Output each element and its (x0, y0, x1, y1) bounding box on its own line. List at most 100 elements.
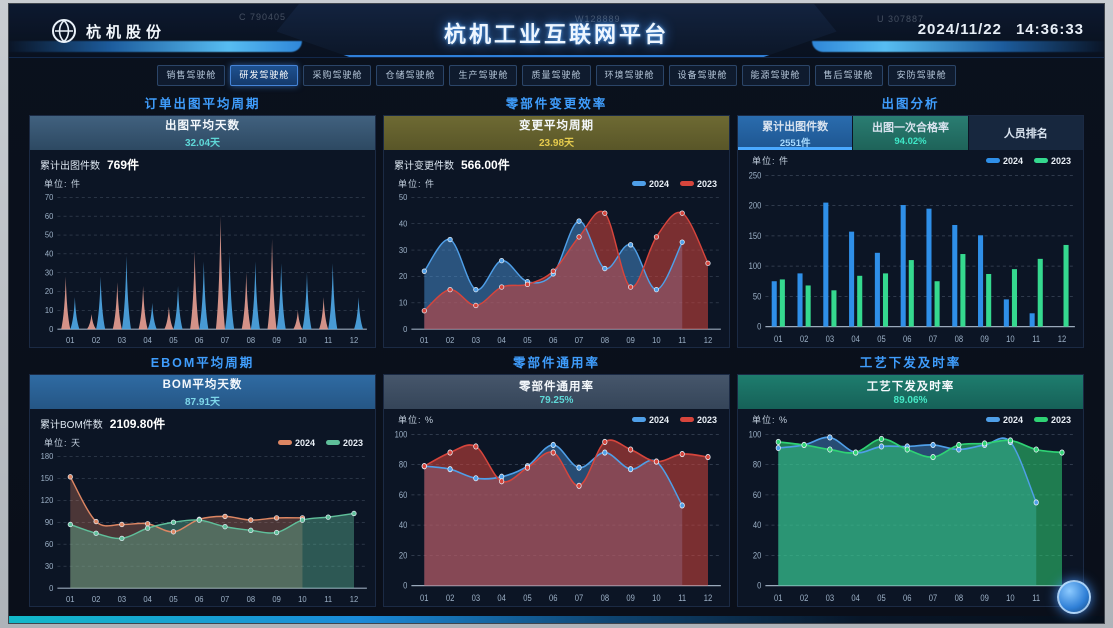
legend-item-2024[interactable]: 2024 (631, 179, 669, 189)
svg-text:10: 10 (1006, 593, 1015, 604)
svg-text:150: 150 (41, 474, 54, 483)
parts-change-chart: 0 10 20 30 40 50 01 02 03 04 05 06 07 08 09 10 11 12 (399, 193, 721, 345)
analysis-tabs: 累计出图件数 2551件 出图一次合格率 94.02% 人员排名 (738, 116, 1083, 150)
svg-text:02: 02 (92, 595, 100, 604)
watermark: U 307887 (877, 14, 925, 24)
floating-action-button[interactable] (1057, 580, 1091, 614)
stat-label: 累计出图件数 (40, 161, 100, 172)
svg-text:05: 05 (523, 593, 532, 604)
svg-text:20: 20 (45, 287, 53, 296)
svg-text:07: 07 (929, 593, 938, 604)
svg-text:0: 0 (757, 321, 762, 332)
svg-text:11: 11 (324, 595, 332, 604)
legend-item-2023[interactable]: 2023 (679, 179, 717, 189)
tab-production[interactable]: 生产驾驶舱 (449, 64, 518, 86)
tab-environment[interactable]: 环境驾驶舱 (595, 64, 664, 86)
kpi-header: 工艺下发及时率 89.06% (738, 375, 1083, 409)
parts-commonality-chart: 0 20 40 60 80 100 01 02 03 04 05 06 07 08 09 10 11 12 (395, 429, 721, 604)
tab-security[interactable]: 安防驾驶舱 (887, 64, 956, 86)
legend-item-2023[interactable]: 2023 (1033, 156, 1071, 166)
kpi-value: 32.04天 (184, 138, 221, 149)
tab-first-pass-rate[interactable]: 出图一次合格率 94.02% (853, 116, 969, 150)
tab-label: 人员排名 (1003, 127, 1048, 140)
svg-text:40: 40 (399, 520, 408, 531)
kpi-header: 出图平均天数 32.04天 (30, 116, 375, 150)
time-label: 14:36:33 (1015, 21, 1084, 38)
svg-text:50: 50 (45, 231, 53, 240)
svg-text:09: 09 (626, 593, 635, 604)
svg-text:250: 250 (749, 170, 762, 181)
svg-text:0: 0 (49, 325, 53, 334)
svg-text:12: 12 (704, 336, 712, 345)
panel-parts-change-efficiency: 零部件变更效率 变更平均周期 23.98天 累计变更件数 566.00件 单位:… (383, 92, 730, 348)
tab-procurement[interactable]: 采购驾驶舱 (303, 64, 372, 86)
svg-text:0: 0 (403, 325, 407, 334)
svg-text:09: 09 (626, 336, 634, 345)
legend-marker (1033, 158, 1048, 163)
svg-text:90: 90 (45, 518, 53, 527)
svg-text:100: 100 (749, 261, 762, 272)
svg-text:05: 05 (169, 336, 177, 345)
svg-text:07: 07 (221, 336, 229, 345)
watermark: C 790405 (239, 12, 287, 22)
tab-personnel-ranking[interactable]: 人员排名 (968, 116, 1083, 150)
svg-text:08: 08 (601, 336, 609, 345)
svg-text:0: 0 (403, 580, 408, 591)
svg-text:02: 02 (800, 334, 809, 345)
tab-quality[interactable]: 质量驾驶舱 (522, 64, 591, 86)
svg-text:120: 120 (41, 496, 54, 505)
kpi-title: 出图平均天数 (165, 120, 240, 132)
page-title: 杭机工业互联网平台 (443, 22, 670, 47)
svg-text:11: 11 (1032, 334, 1040, 345)
svg-text:02: 02 (92, 336, 100, 345)
svg-text:11: 11 (678, 593, 686, 604)
tab-equipment[interactable]: 设备驾驶舱 (668, 64, 737, 86)
svg-text:40: 40 (399, 219, 407, 228)
svg-text:20: 20 (753, 550, 762, 561)
svg-text:09: 09 (980, 334, 989, 345)
stat-value: 566.00件 (461, 158, 510, 172)
ebom-cycle-chart: 0 30 60 90 120 150 180 01 02 03 04 05 06 07 08 09 10 11 12 (41, 452, 367, 604)
panel-order-drawing-cycle: 订单出图平均周期 出图平均天数 32.04天 累计出图件数 769件 单位: 件… (29, 92, 376, 348)
bottom-strip (9, 616, 1104, 623)
legend-item-2024[interactable]: 2024 (631, 415, 669, 425)
app-header: C 790405 W128889 U 307887 杭机股份 杭机工业互联网平台… (9, 4, 1104, 58)
svg-text:10: 10 (399, 298, 407, 307)
unit-label: 单位: % (752, 415, 789, 425)
legend-item-2024[interactable]: 2024 (985, 415, 1023, 425)
order-drawing-cycle-chart: 0 10 20 30 40 50 60 70 01 02 03 04 05 06 07 08 09 10 11 12 (45, 193, 367, 345)
header-swoosh-left (9, 41, 302, 52)
svg-text:03: 03 (118, 595, 126, 604)
tab-rd[interactable]: 研发驾驶舱 (230, 64, 299, 86)
legend-item-2023[interactable]: 2023 (679, 415, 717, 425)
legend-item-2023[interactable]: 2023 (1033, 415, 1071, 425)
svg-text:12: 12 (704, 593, 713, 604)
kpi-title: 变更平均周期 (519, 120, 594, 132)
svg-text:02: 02 (800, 593, 809, 604)
svg-text:08: 08 (601, 593, 610, 604)
svg-text:07: 07 (221, 595, 229, 604)
tab-cumulative-drawings[interactable]: 累计出图件数 2551件 (738, 116, 854, 150)
chart-legend: 2024 2023 (985, 415, 1071, 425)
svg-text:10: 10 (1006, 334, 1015, 345)
chart-legend: 2024 2023 (631, 415, 717, 425)
tab-aftersales[interactable]: 售后驾驶舱 (814, 64, 883, 86)
tab-warehouse[interactable]: 仓储驾驶舱 (376, 64, 445, 86)
legend-item-2023[interactable]: 2023 (325, 438, 363, 448)
section-title: 订单出图平均周期 (144, 97, 261, 111)
svg-text:06: 06 (549, 336, 557, 345)
svg-text:10: 10 (298, 595, 306, 604)
tab-value: 2551件 (779, 137, 811, 149)
panel-ebom-cycle: EBOM平均周期 BOM平均天数 87.91天 累计BOM件数 2109.80件… (29, 351, 376, 607)
drawing-analysis-chart: 0 50 100 150 200 250 01 02 03 04 05 06 07 08 09 10 11 12 (749, 170, 1075, 345)
legend-item-2024[interactable]: 2024 (985, 156, 1023, 166)
tab-energy[interactable]: 能源驾驶舱 (741, 64, 810, 86)
unit-label: 单位: 件 (398, 179, 436, 189)
svg-text:02: 02 (446, 336, 454, 345)
svg-text:60: 60 (45, 212, 53, 221)
unit-label: 单位: 天 (44, 438, 82, 448)
svg-text:40: 40 (45, 249, 53, 258)
legend-item-2024[interactable]: 2024 (277, 438, 315, 448)
tab-sales[interactable]: 销售驾驶舱 (157, 64, 226, 86)
